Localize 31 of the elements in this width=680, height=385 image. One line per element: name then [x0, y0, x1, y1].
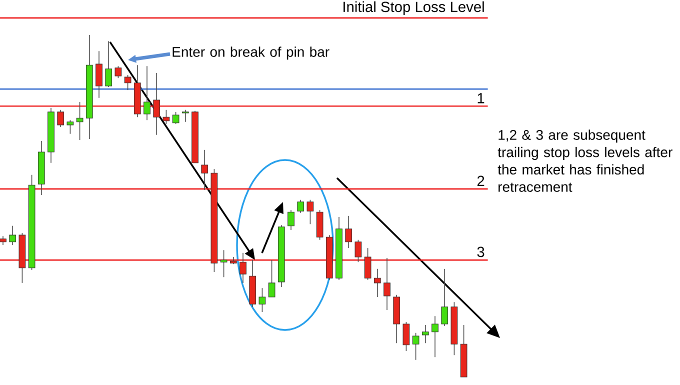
candlestick: [66, 120, 74, 134]
candlestick: [182, 110, 189, 122]
candlestick: [96, 50, 102, 98]
candlestick: [297, 199, 304, 214]
candlestick: [57, 110, 64, 128]
candlestick: [105, 40, 112, 88]
annotation: 1: [478, 93, 484, 104]
candlestick: [172, 112, 180, 124]
candlestick: [220, 250, 228, 278]
candlestick: [114, 66, 122, 78]
ref-line-label: Initial Stop Loss Level: [344, 1, 484, 15]
candlestick: [402, 322, 410, 352]
annotation: 3: [477, 246, 484, 258]
candlestick: [345, 216, 352, 248]
text: 1,2 & 3 are subsequent trailing stop loss levels after the market has finished retracement: [498, 130, 672, 192]
candlestick: [162, 110, 170, 124]
candlestick: [306, 199, 314, 225]
candlestick: [288, 210, 294, 230]
annotation: Enter on break of pin bar: [172, 46, 330, 60]
candlestick: [441, 268, 448, 326]
candlestick: [144, 66, 150, 121]
candlestick: [268, 260, 276, 298]
annotation: 2: [477, 176, 484, 186]
candlestick: [432, 316, 438, 358]
candlestick: [76, 102, 84, 140]
candlestick: [258, 288, 266, 312]
candlestick: [9, 225, 16, 246]
candlestick: [412, 332, 420, 360]
candlestick: [374, 268, 381, 298]
candlestick: [124, 74, 132, 90]
candlestick: [422, 324, 429, 344]
